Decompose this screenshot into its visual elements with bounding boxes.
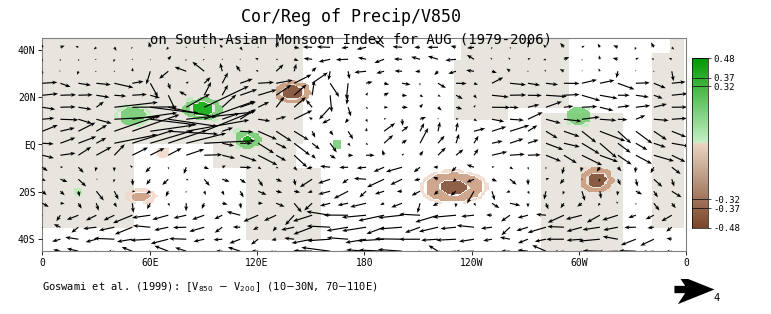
Text: 4: 4	[713, 293, 719, 303]
Text: Goswami et al. (1999): [V$_{850}$ $-$ V$_{200}$] (10$-$30N, 70$-$110E): Goswami et al. (1999): [V$_{850}$ $-$ V$…	[42, 280, 378, 294]
Text: on South-Asian Monsoon Index for AUG (1979-2006): on South-Asian Monsoon Index for AUG (19…	[150, 33, 552, 47]
Text: Cor/Reg of Precip/V850: Cor/Reg of Precip/V850	[241, 8, 461, 26]
